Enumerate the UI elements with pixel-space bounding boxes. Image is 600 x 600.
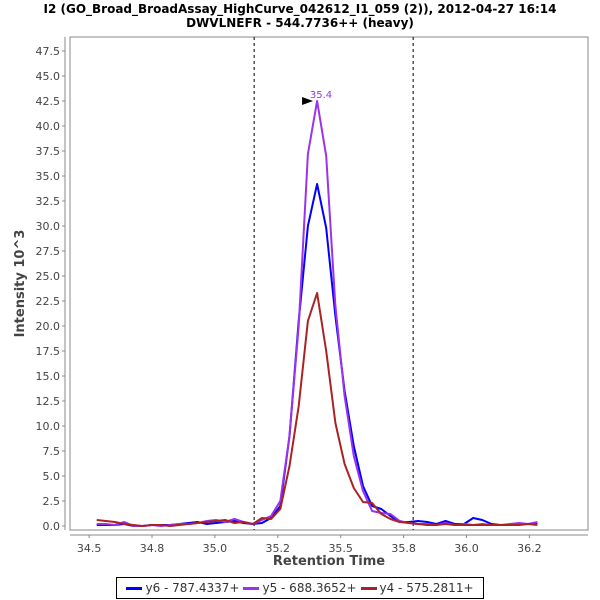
y-tick-label: 7.5: [43, 445, 61, 458]
y-tick-label: 5.0: [43, 470, 61, 483]
y-tick-label: 22.5: [36, 295, 61, 308]
y-tick-label: 37.5: [36, 145, 61, 158]
legend-swatch: [243, 586, 260, 590]
legend-item: y6 - 787.4337+: [126, 581, 239, 595]
plot-area[interactable]: 0.0 2.5 5.0 7.5 10.0 12.5 15.0 17.5 20.0 22.5 25.0…: [0, 0, 600, 575]
legend-swatch: [126, 586, 143, 590]
y-axis-label: Intensity 10^3: [13, 230, 28, 338]
chart-subtitle: DWVLNEFR - 544.7736++ (heavy): [186, 16, 414, 30]
legend-item: y5 - 688.3652+: [243, 581, 357, 595]
x-tick-label: 35.0: [203, 542, 228, 555]
y-tick-label: 2.5: [43, 495, 61, 508]
legend-label: y5 - 688.3652+: [262, 581, 357, 595]
legend-swatch: [360, 586, 377, 590]
x-tick-label: 34.8: [140, 542, 165, 555]
x-axis-label: Retention Time: [273, 554, 385, 569]
y-tick-label: 42.5: [36, 95, 61, 108]
x-tick-label: 35.2: [266, 542, 291, 555]
legend-item: y4 - 575.2811+: [360, 581, 474, 595]
legend-label: y6 - 787.4337+: [145, 581, 240, 595]
y-tick-label: 40.0: [36, 120, 61, 133]
y-tick-label: 20.0: [36, 320, 61, 333]
y-tick-label: 17.5: [36, 345, 61, 358]
peak-marker-icon: [302, 97, 314, 105]
x-tick-label: 35.5: [328, 542, 353, 555]
y-tick-label: 45.0: [36, 70, 61, 83]
peak-label: 35.4: [310, 90, 332, 101]
y-tick-label: 32.5: [36, 195, 61, 208]
y-tick-label: 0.0: [43, 520, 61, 533]
y-tick-label: 10.0: [36, 420, 61, 433]
y-tick-label: 47.5: [36, 45, 61, 58]
legend: y6 - 787.4337+ y5 - 688.3652+ y4 - 575.281…: [116, 577, 484, 599]
x-tick-label: 36.2: [517, 542, 542, 555]
legend-label: y4 - 575.2811+: [379, 581, 474, 595]
x-tick-label: 36.0: [454, 542, 479, 555]
y-tick-label: 12.5: [36, 395, 61, 408]
y-tick-label: 35.0: [36, 170, 61, 183]
y-tick-label: 30.0: [36, 220, 61, 233]
chart-title: I2 (GO_Broad_BroadAssay_HighCurve_042612…: [43, 2, 557, 16]
y-tick-label: 25.0: [36, 270, 61, 283]
x-tick-label: 35.8: [391, 542, 416, 555]
series-line-y4: [96, 292, 538, 527]
y-tick-label: 15.0: [36, 370, 61, 383]
x-tick-label: 34.5: [77, 542, 102, 555]
y-tick-label: 27.5: [36, 245, 61, 258]
plot-frame: [69, 36, 589, 531]
